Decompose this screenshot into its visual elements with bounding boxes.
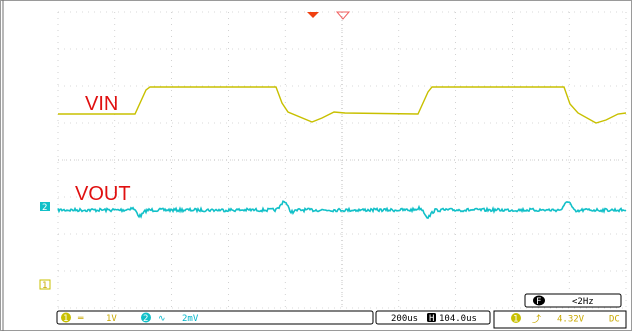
horizontal-position-value: 104.0us: [439, 314, 477, 324]
channel-info-box[interactable]: [56, 310, 374, 325]
ch2-waveform-vout: [57, 200, 626, 220]
ch2-coupling: ∿: [158, 314, 166, 324]
trigger-level: 4.32V: [557, 315, 585, 325]
ch2-status-icon: [141, 312, 151, 323]
trigger-slope-icon: ⤴: [532, 313, 541, 325]
frequency-counter: [524, 293, 622, 308]
trigger-source-num: 1: [513, 315, 518, 325]
status-bar: 1 ═ 1V 2 ∿ 2mV 200us H 104.0us 1 ⤴ 4.32V…: [56, 310, 627, 329]
horizontal-position-icon: [427, 313, 436, 322]
ch1-status-icon: [61, 312, 71, 323]
timebase-value: 200us: [391, 314, 418, 324]
ch1-scale: 1V: [106, 314, 117, 324]
ch2-marker-text: 2: [42, 203, 47, 213]
ch2-status-num: 2: [143, 314, 148, 324]
vin-label: VIN: [85, 93, 118, 115]
trigger-position-marker: [307, 12, 319, 18]
trigger-delay-marker: [335, 11, 351, 20]
graticule: [57, 11, 627, 309]
ch1-status-num: 1: [63, 314, 68, 324]
vout-label: VOUT: [75, 183, 131, 205]
frequency-icon: [533, 295, 545, 306]
trigger-info-box[interactable]: [493, 310, 627, 329]
frequency-value: <2Hz: [572, 297, 594, 307]
trigger-source-icon: [511, 313, 521, 323]
trigger-coupling: DC: [609, 315, 620, 325]
ch1-waveform-vin: [58, 86, 627, 124]
ch1-ground-marker[interactable]: [39, 279, 51, 290]
ch2-scale: 2mV: [182, 314, 199, 324]
ch1-coupling: ═: [77, 314, 84, 324]
horizontal-position-icon-letter: H: [429, 314, 434, 324]
ch2-ground-marker[interactable]: [40, 202, 50, 211]
frequency-icon-letter: F: [536, 297, 541, 307]
ch1-marker-text: 1: [42, 281, 47, 291]
